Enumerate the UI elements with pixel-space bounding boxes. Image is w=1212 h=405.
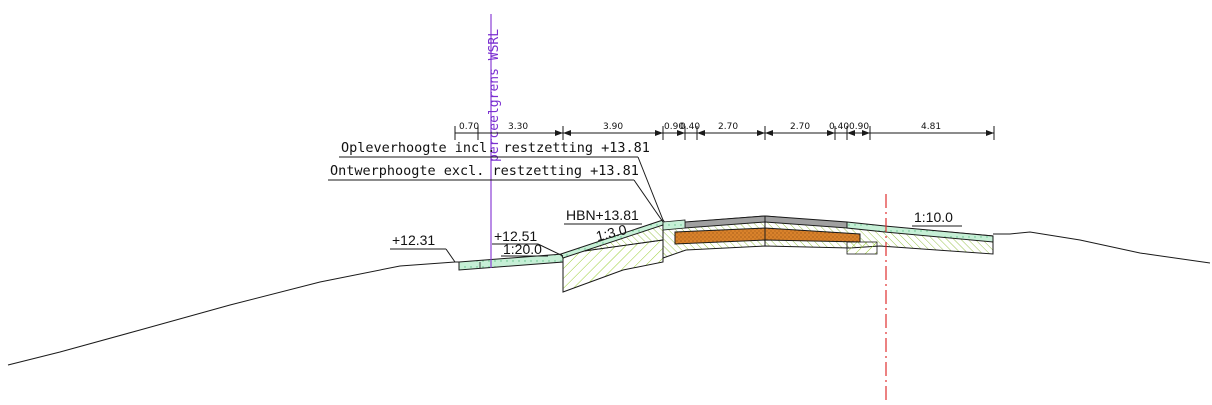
label-hbn: HBN+13.81	[566, 207, 639, 223]
label-slope-1-20: 1:20.0	[503, 241, 542, 257]
label-slope-1-10: 1:10.0	[914, 209, 953, 225]
label-opleverhoogte: Opleverhoogte incl. restzetting +13.81	[341, 140, 650, 156]
label-ontwerphoogte: Ontwerphoogte excl. restzetting +13.81	[330, 163, 639, 179]
boundary-label: perceelgrens WSRL	[487, 29, 502, 162]
embankment-hatch-lower	[562, 239, 664, 293]
label-slope-1-3: 1:3.0	[594, 221, 628, 244]
ground-line-right	[993, 231, 1211, 264]
dim-label: 0.40	[680, 122, 700, 132]
dim-label: 0.70	[459, 122, 479, 132]
label-elev-12-31: +12.31	[392, 232, 435, 248]
dim-label: 3.30	[508, 122, 528, 132]
dim-label: 4.81	[921, 122, 941, 132]
dim-label: 2.70	[718, 122, 738, 132]
dim-label: 2.70	[790, 122, 810, 132]
shoulder-left	[662, 219, 686, 231]
dimension-labels: 0.70 3.30 3.90 0.90 0.40 2.70 2.70 0.40 …	[459, 122, 941, 132]
ground-line	[7, 261, 462, 366]
dim-label: 0.40	[829, 122, 849, 132]
dim-label: 0.90	[664, 122, 684, 132]
shoulder-right-layer	[846, 221, 994, 243]
dim-label: 0.90	[849, 122, 869, 132]
dim-label: 3.90	[603, 122, 623, 132]
label-elev-12-51: +12.51	[494, 228, 537, 244]
dimension-arrows	[555, 130, 994, 136]
